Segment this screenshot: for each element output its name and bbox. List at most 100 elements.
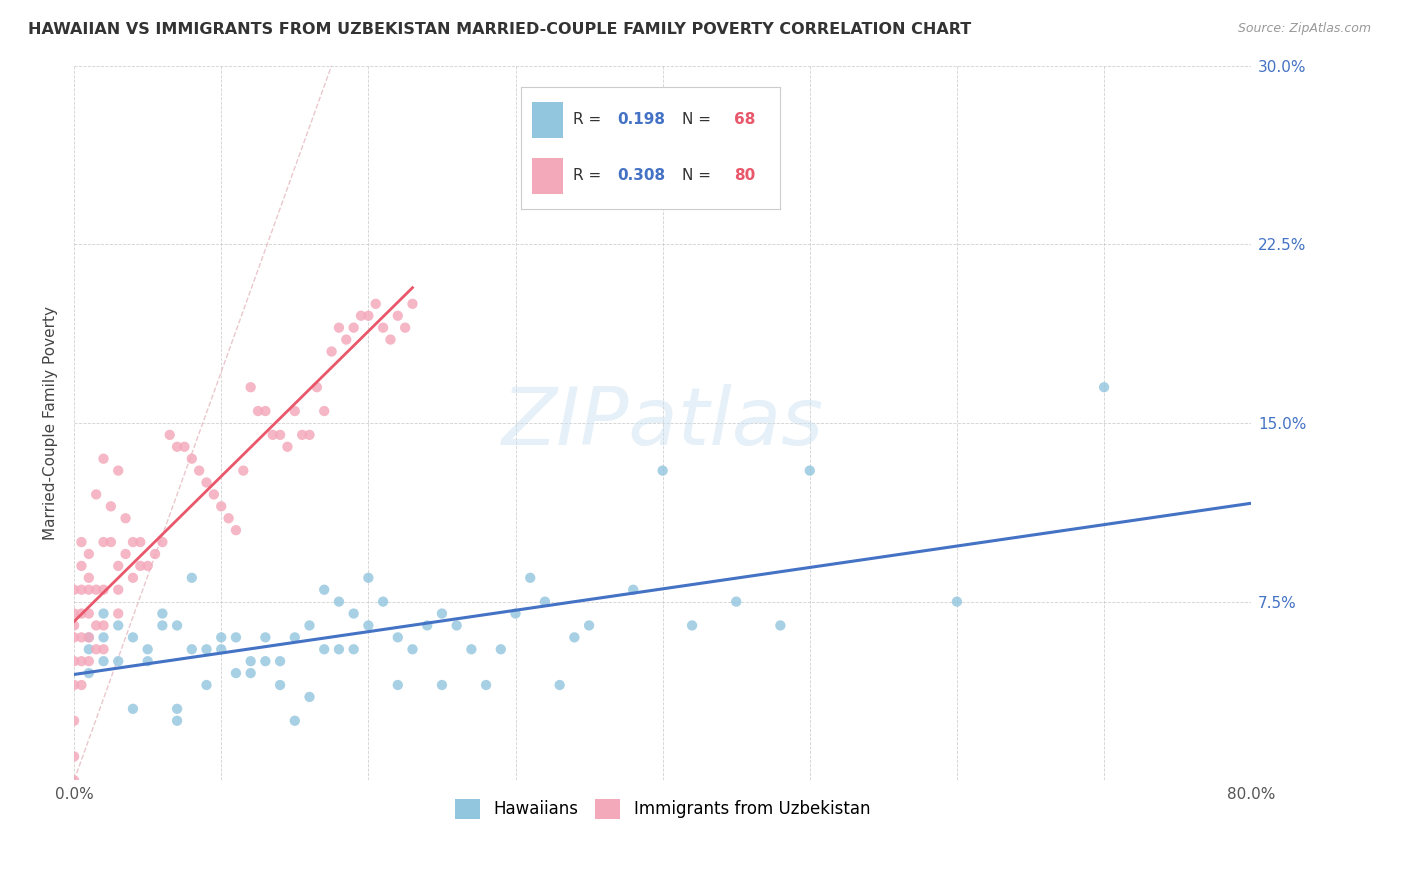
Point — [100, 535, 122, 549]
Point — [70, 558, 93, 573]
Point — [166, 618, 188, 632]
Point — [519, 571, 541, 585]
Point — [77, 607, 100, 621]
Point — [107, 607, 129, 621]
Point — [84, 582, 107, 597]
Point — [70, 654, 93, 668]
Point — [621, 582, 644, 597]
Point — [371, 320, 394, 334]
Point — [63, 749, 86, 764]
Point — [328, 320, 350, 334]
Point — [269, 654, 291, 668]
Point — [122, 571, 145, 585]
Point — [681, 618, 703, 632]
Text: ZIPatlas: ZIPatlas — [502, 384, 824, 462]
Point — [284, 714, 307, 728]
Point — [387, 631, 409, 645]
Point — [77, 631, 100, 645]
Point — [534, 594, 557, 608]
Point — [84, 618, 107, 632]
Point — [314, 404, 336, 418]
Point — [107, 618, 129, 632]
Point — [548, 678, 571, 692]
Point — [202, 487, 225, 501]
Point — [269, 428, 291, 442]
Point — [129, 535, 152, 549]
Point — [77, 666, 100, 681]
Legend: Hawaiians, Immigrants from Uzbekistan: Hawaiians, Immigrants from Uzbekistan — [449, 792, 877, 826]
Point — [150, 607, 173, 621]
Point — [239, 654, 262, 668]
Point — [364, 297, 387, 311]
Point — [100, 500, 122, 514]
Point — [93, 451, 115, 466]
Point — [799, 464, 821, 478]
Point — [460, 642, 482, 657]
Point — [291, 428, 314, 442]
Point — [564, 631, 586, 645]
Point — [725, 594, 748, 608]
Point — [350, 309, 373, 323]
Point — [401, 297, 423, 311]
Point — [430, 607, 453, 621]
Point — [70, 607, 93, 621]
Point — [70, 535, 93, 549]
Point — [180, 451, 202, 466]
Point — [284, 631, 307, 645]
Point — [505, 607, 527, 621]
Point — [63, 618, 86, 632]
Point — [136, 558, 159, 573]
Point — [166, 702, 188, 716]
Point — [63, 678, 86, 692]
Point — [321, 344, 343, 359]
Point — [225, 666, 247, 681]
Point — [269, 678, 291, 692]
Point — [769, 618, 792, 632]
Point — [218, 511, 240, 525]
Point — [298, 690, 321, 704]
Point — [335, 333, 357, 347]
Point — [416, 618, 439, 632]
Point — [84, 487, 107, 501]
Point — [475, 678, 498, 692]
Point — [387, 309, 409, 323]
Point — [343, 642, 366, 657]
Point — [122, 535, 145, 549]
Point — [209, 631, 232, 645]
Point — [357, 309, 380, 323]
Point — [70, 582, 93, 597]
Point — [387, 678, 409, 692]
Point — [136, 642, 159, 657]
Point — [651, 464, 673, 478]
Point — [343, 607, 366, 621]
Point — [209, 642, 232, 657]
Point — [328, 594, 350, 608]
Point — [129, 558, 152, 573]
Point — [446, 618, 468, 632]
Point — [430, 678, 453, 692]
Point — [232, 464, 254, 478]
Point — [122, 702, 145, 716]
Point — [298, 428, 321, 442]
Point — [254, 631, 277, 645]
Y-axis label: Married-Couple Family Poverty: Married-Couple Family Poverty — [44, 306, 58, 540]
Point — [136, 654, 159, 668]
Point — [357, 571, 380, 585]
Point — [946, 594, 969, 608]
Point — [107, 582, 129, 597]
Point — [254, 654, 277, 668]
Point — [122, 631, 145, 645]
Point — [107, 464, 129, 478]
Point — [239, 380, 262, 394]
Point — [77, 631, 100, 645]
Point — [166, 440, 188, 454]
Point — [489, 642, 512, 657]
Point — [93, 631, 115, 645]
Point — [63, 654, 86, 668]
Point — [188, 464, 211, 478]
Point — [173, 440, 195, 454]
Point — [166, 714, 188, 728]
Point — [305, 380, 328, 394]
Point — [180, 642, 202, 657]
Point — [314, 642, 336, 657]
